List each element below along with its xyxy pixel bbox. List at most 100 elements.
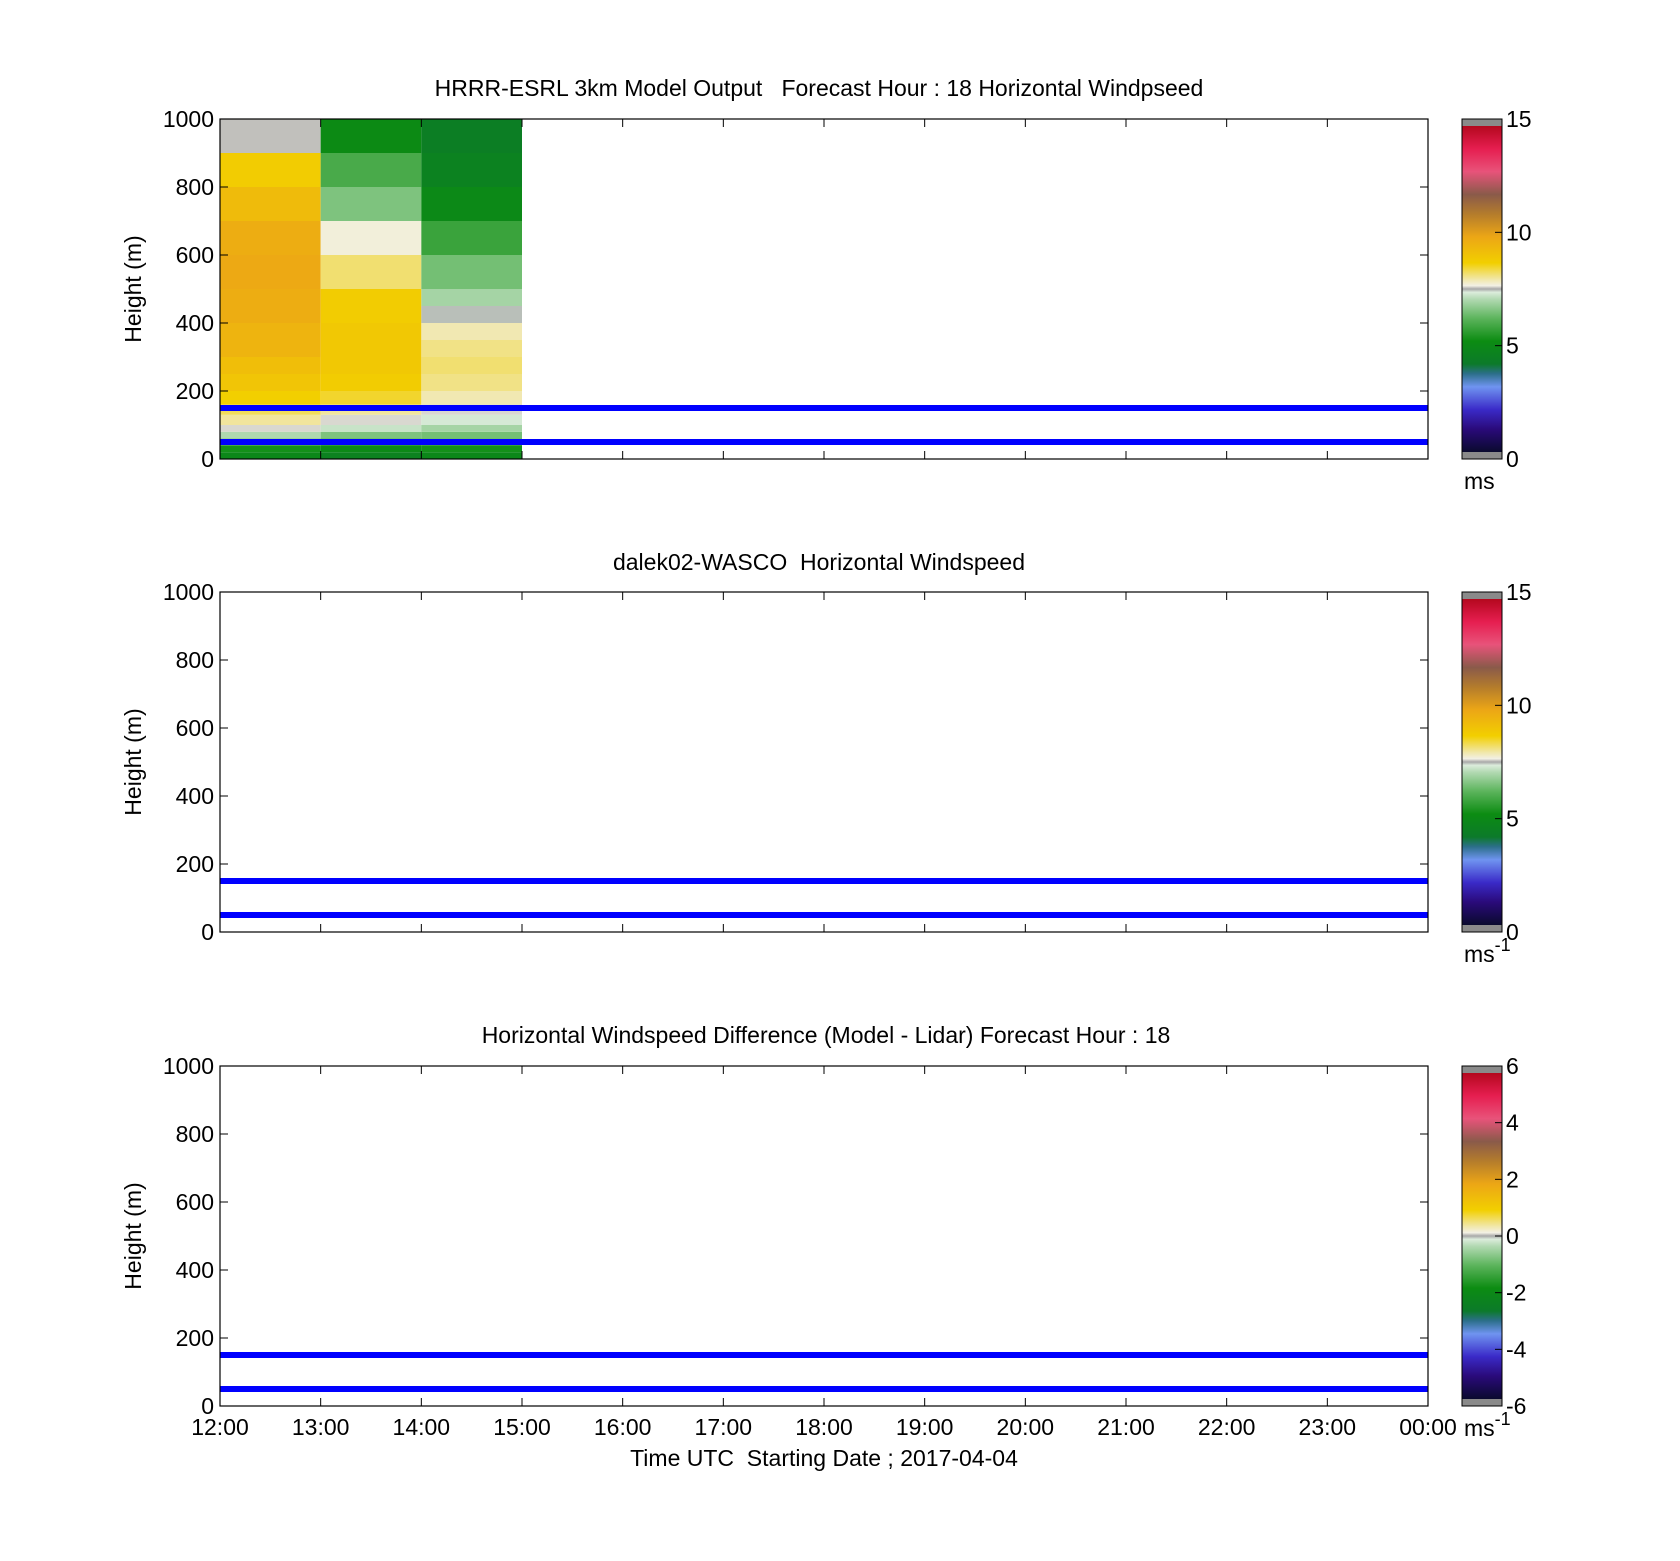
heatmap-cell-46 <box>421 306 522 323</box>
y-tick-label: 800 <box>176 1121 214 1147</box>
heatmap-cell-32 <box>320 153 422 187</box>
colorbar-tick-label: -6 <box>1506 1393 1526 1419</box>
x-tick-label: 21:00 <box>1097 1414 1155 1440</box>
panel-model-title: HRRR-ESRL 3km Model Output Forecast Hour… <box>435 75 1204 101</box>
colorbar-min-end <box>1462 1399 1502 1406</box>
heatmap-cell-26 <box>320 357 422 374</box>
heatmap-cell-42 <box>421 374 522 391</box>
y-tick-label: 600 <box>176 1189 214 1215</box>
heatmap-cell-52 <box>421 119 522 153</box>
heatmap-cell-5 <box>220 414 321 425</box>
heatmap-cell-27 <box>320 323 422 357</box>
heatmap-cell-4 <box>220 425 321 432</box>
x-tick-label: 20:00 <box>997 1414 1055 1440</box>
heatmap-cell-51 <box>421 153 522 187</box>
heatmap-cell-43 <box>421 357 522 374</box>
colorbar-tick-label: 5 <box>1506 806 1519 832</box>
x-tick-label: 14:00 <box>393 1414 451 1440</box>
panel-lidar-title: dalek02-WASCO Horizontal Windspeed <box>613 549 1025 575</box>
panel-model-ticks: 0 200 400 600 800 1000 <box>163 106 1429 472</box>
heatmap-cell-15 <box>220 153 321 187</box>
heatmap-cell-20 <box>320 431 422 439</box>
heatmap-cell-3 <box>220 431 321 439</box>
x-tick-label: 16:00 <box>594 1414 652 1440</box>
heatmap-cell-21 <box>320 425 422 432</box>
y-tick-label: 1000 <box>163 1053 214 1079</box>
y-tick-label: 0 <box>201 446 214 472</box>
x-tick-label: 19:00 <box>896 1414 954 1440</box>
heatmap-cell-29 <box>320 255 422 289</box>
y-tick-label: 200 <box>176 1325 214 1351</box>
heatmap-cell-37 <box>421 431 522 439</box>
heatmap-cell-11 <box>220 289 321 323</box>
colorbar-tick-label: 5 <box>1506 333 1519 359</box>
colorbar-gradient <box>1462 126 1502 452</box>
colorbar-gradient <box>1462 599 1502 925</box>
panel-lidar-ticks: 0 200 400 600 800 1000 <box>163 579 1429 945</box>
y-tick-label: 200 <box>176 378 214 404</box>
heatmap-cell-18 <box>320 445 422 453</box>
y-tick-label: 400 <box>176 310 214 336</box>
y-tick-label: 600 <box>176 715 214 741</box>
heatmap-cell-30 <box>320 221 422 255</box>
heatmap-cell-39 <box>421 414 522 425</box>
heatmap-cell-10 <box>220 323 321 357</box>
heatmap-cell-0 <box>220 452 321 459</box>
heatmap-cell-33 <box>320 119 422 153</box>
colorbar-unit-label: ms-1 <box>1464 935 1511 967</box>
heatmap-cell-34 <box>421 452 522 459</box>
heatmap-cell-9 <box>220 357 321 374</box>
colorbar-max-end <box>1462 119 1502 126</box>
y-tick-label: 1000 <box>163 579 214 605</box>
heatmap-cell-13 <box>220 221 321 255</box>
colorbar-tick-label: 0 <box>1506 1223 1519 1249</box>
panel-difference-ticks: 12:00 13:00 14:00 15:00 16:00 17:00 18:00 19:00… <box>163 1053 1457 1440</box>
heatmap-cell-50 <box>421 187 522 221</box>
panel-difference-reference-lines <box>220 1352 1428 1392</box>
y-tick-label: 0 <box>201 1393 214 1419</box>
panel-lidar-colorbar: 0 5 10 15 ms-1 <box>1461 579 1532 967</box>
heatmap-cell-28 <box>320 289 422 323</box>
heatmap-cell-7 <box>220 391 321 405</box>
heatmap-cell-31 <box>320 187 422 221</box>
heatmap-cell-49 <box>421 221 522 255</box>
heatmap-cell-38 <box>421 425 522 432</box>
heatmap-cell-45 <box>421 323 522 340</box>
panel-lidar: dalek02-WASCO Horizontal Windspeed 0 200 4… <box>120 549 1532 967</box>
heatmap-cell-35 <box>421 445 522 453</box>
panel-model-heatmap <box>220 119 522 459</box>
y-tick-label: 400 <box>176 1257 214 1283</box>
y-tick-label: 0 <box>201 919 214 945</box>
heatmap-cell-16 <box>220 119 321 153</box>
panel-difference: Horizontal Windspeed Difference (Model -… <box>120 1022 1527 1471</box>
heatmap-cell-48 <box>421 255 522 289</box>
colorbar-tick-label: 0 <box>1506 919 1519 945</box>
panel-difference-colorbar: -6 -4 -2 0 2 4 6 ms-1 <box>1461 1053 1527 1441</box>
y-tick-label: 800 <box>176 174 214 200</box>
colorbar-tick-label: 0 <box>1506 446 1519 472</box>
colorbar-tick-label: -2 <box>1506 1280 1526 1306</box>
colorbar-unit-label: ms <box>1464 468 1495 494</box>
colorbar-tick-label: 10 <box>1506 219 1532 245</box>
colorbar-tick-label: 4 <box>1506 1110 1519 1136</box>
colorbar-tick-label: -4 <box>1506 1336 1527 1362</box>
heatmap-cell-24 <box>320 391 422 405</box>
panel-lidar-ylabel: Height (m) <box>120 708 146 815</box>
heatmap-cell-41 <box>421 391 522 405</box>
x-tick-label: 13:00 <box>292 1414 350 1440</box>
heatmap-cell-25 <box>320 374 422 391</box>
heatmap-cell-17 <box>320 452 422 459</box>
y-tick-label: 400 <box>176 783 214 809</box>
x-tick-label: 17:00 <box>695 1414 753 1440</box>
colorbar-tick-label: 15 <box>1506 106 1532 132</box>
panel-difference-xlabel: Time UTC Starting Date ; 2017-04-04 <box>630 1445 1018 1471</box>
colorbar-min-end <box>1462 925 1502 932</box>
x-tick-label: 22:00 <box>1198 1414 1256 1440</box>
y-tick-label: 600 <box>176 242 214 268</box>
panel-model: HRRR-ESRL 3km Model Output Forecast Hour… <box>120 75 1532 494</box>
y-tick-label: 200 <box>176 851 214 877</box>
heatmap-cell-8 <box>220 374 321 391</box>
panel-difference-title: Horizontal Windspeed Difference (Model -… <box>482 1022 1171 1048</box>
x-tick-label: 18:00 <box>795 1414 853 1440</box>
